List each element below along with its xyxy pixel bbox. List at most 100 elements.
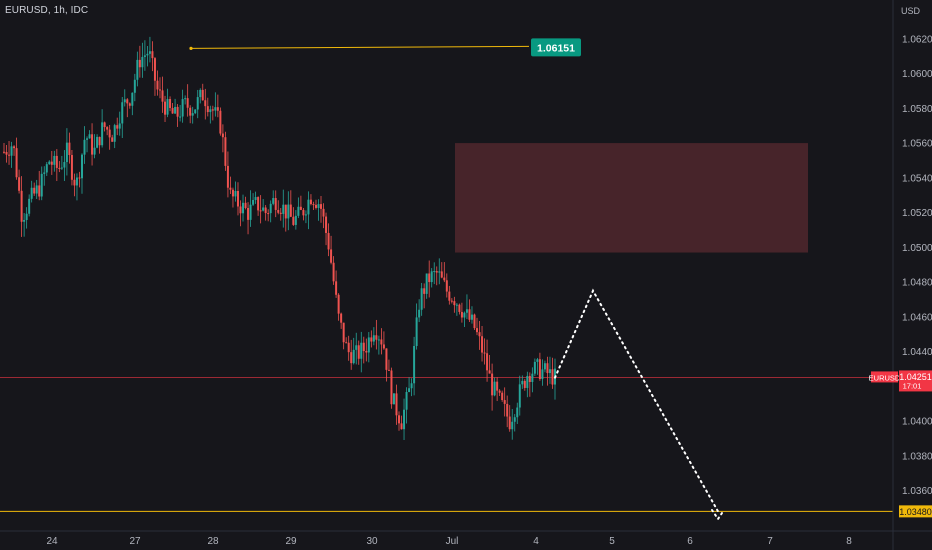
candle-body <box>254 197 257 200</box>
high-marker[interactable]: 1.06151 <box>189 38 581 57</box>
candle-body <box>58 167 61 169</box>
candle-body <box>267 213 270 215</box>
x-tick-label: 8 <box>846 536 852 547</box>
candle-body <box>410 383 413 389</box>
y-tick-label: 1.05200 <box>902 208 932 219</box>
candle-body <box>8 154 11 156</box>
candle-body <box>548 369 551 374</box>
candle-body <box>83 139 86 155</box>
candle-body <box>221 133 224 138</box>
candle-body <box>536 359 539 362</box>
candle-body <box>80 154 83 179</box>
symbol-tag <box>871 371 898 383</box>
candle-body <box>435 271 438 273</box>
candle-body <box>73 179 76 186</box>
candle-body <box>60 167 63 169</box>
candle-body <box>322 208 325 217</box>
x-tick-label: 24 <box>46 536 58 547</box>
candle-body <box>335 281 338 295</box>
candle-body <box>382 344 385 349</box>
current-price-tag <box>899 370 932 392</box>
candle-body <box>229 187 232 190</box>
countdown-label: 17:01 <box>903 381 922 390</box>
candle-body <box>18 177 21 191</box>
candle-body <box>521 380 524 385</box>
candle-body <box>377 339 380 341</box>
candle-body <box>43 172 46 174</box>
candle-body <box>143 55 146 57</box>
candle-body <box>297 206 300 216</box>
candle-body <box>284 204 287 219</box>
candle-body <box>403 409 406 430</box>
candle-body <box>350 352 353 364</box>
candle-body <box>259 210 262 212</box>
candle-body <box>196 97 199 110</box>
candle-body <box>408 388 411 392</box>
candle-body <box>224 137 227 166</box>
candle-body <box>478 332 481 337</box>
candle-body <box>450 300 453 302</box>
candle-body <box>491 373 494 396</box>
candle-body <box>481 336 484 353</box>
candle-body <box>360 342 363 359</box>
candle-body <box>282 204 285 214</box>
candle-body <box>274 198 277 210</box>
candle-body <box>23 219 26 222</box>
candle-body <box>35 185 38 194</box>
high-anchor-dot <box>189 46 193 50</box>
horizontal-levels <box>0 377 893 512</box>
candle-body <box>126 99 129 104</box>
candle-body <box>508 416 511 430</box>
candle-body <box>455 304 458 306</box>
candle-body <box>468 309 471 320</box>
candle-body <box>226 165 229 188</box>
candle-body <box>513 417 516 422</box>
candle-body <box>375 335 378 340</box>
support-price-label: 1.03480 <box>899 507 932 517</box>
x-tick-label: 28 <box>207 536 219 547</box>
candle-body <box>528 375 531 382</box>
candle-body <box>541 369 544 380</box>
x-tick-label: 30 <box>366 536 378 547</box>
candle-body <box>78 177 81 179</box>
candle-body <box>68 142 71 156</box>
candle-body <box>304 214 307 216</box>
candle-body <box>269 203 272 214</box>
y-tick-label: 1.05600 <box>902 139 932 150</box>
candle-body <box>395 393 398 416</box>
candle-body <box>136 59 139 80</box>
candle-body <box>400 423 403 430</box>
candle-body <box>128 103 131 106</box>
candle-body <box>45 164 48 173</box>
candle-body <box>13 146 16 149</box>
y-tick-label: 1.06000 <box>902 69 932 80</box>
candle-body <box>287 204 290 219</box>
candle-body <box>161 90 164 102</box>
candle-body <box>309 199 312 205</box>
candle-body <box>15 148 18 178</box>
high-price-badge <box>531 38 581 57</box>
candle-body <box>262 207 265 211</box>
candle-body <box>103 122 106 128</box>
candles <box>3 36 556 441</box>
candle-body <box>53 155 56 165</box>
candle-body <box>398 415 401 424</box>
candle-body <box>10 146 13 156</box>
candle-body <box>546 363 549 374</box>
candle-body <box>465 309 468 313</box>
candle-body <box>199 89 202 98</box>
x-tick-label: 29 <box>285 536 297 547</box>
candle-body <box>551 369 554 385</box>
candle-body <box>242 202 245 214</box>
candle-body <box>201 89 204 101</box>
candle-body <box>106 127 109 130</box>
candle-body <box>418 309 421 318</box>
candle-body <box>30 187 33 199</box>
candle-body <box>385 348 388 370</box>
candle-body <box>211 109 214 111</box>
candle-body <box>458 304 461 312</box>
candle-body <box>146 53 149 56</box>
candle-body <box>317 204 320 208</box>
candle-body <box>533 361 536 374</box>
